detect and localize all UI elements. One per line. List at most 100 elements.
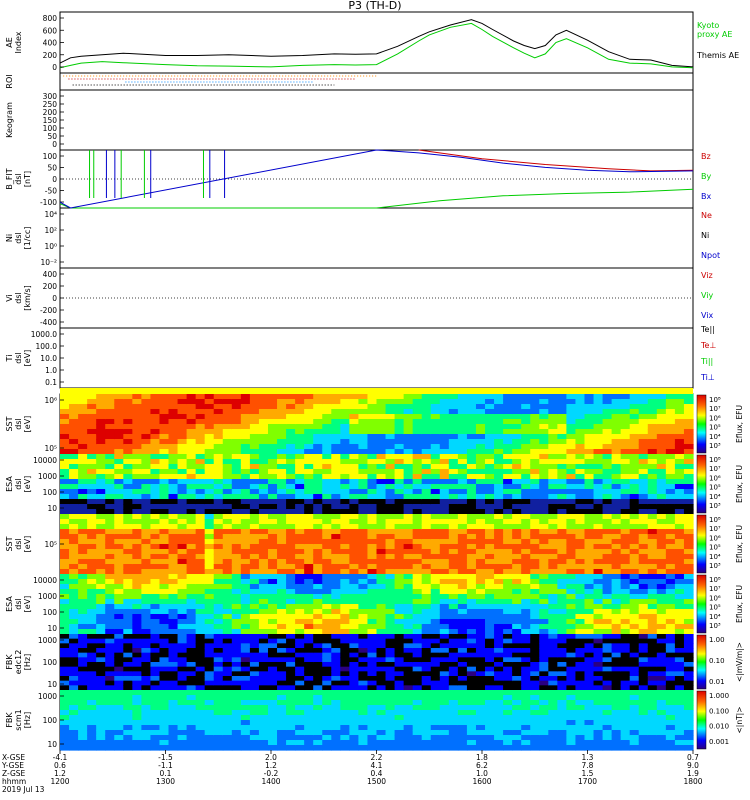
spectrogram-5-cell xyxy=(222,740,233,746)
spectrogram-0-cell xyxy=(620,444,631,450)
spectrogram-2-cell xyxy=(593,534,604,540)
spectrogram-3-cell xyxy=(340,614,350,620)
spectrogram-3-cell xyxy=(60,594,70,600)
spec2-tick: 10⁵ xyxy=(44,540,57,549)
spectrogram-5-cell xyxy=(249,735,260,741)
spectrogram-3-cell xyxy=(466,579,477,585)
spectrogram-3-cell xyxy=(584,599,595,605)
spectrogram-4-cell xyxy=(647,662,658,668)
spectrogram-4-cell xyxy=(96,652,106,658)
spectrogram-1-cell xyxy=(620,469,631,475)
spectrogram-5-cell xyxy=(394,740,405,746)
spectrogram-2-cell xyxy=(457,514,468,520)
spectrogram-1-cell xyxy=(412,504,423,510)
ae-tick: 0 xyxy=(52,63,57,72)
spectrogram-4-cell xyxy=(141,680,152,686)
spectrogram-1-cell xyxy=(222,489,233,495)
spectrogram-3-cell xyxy=(331,609,341,615)
spectrogram-4-cell xyxy=(222,676,233,682)
spectrogram-4-cell xyxy=(186,676,197,682)
spectrogram-0-cell xyxy=(114,424,124,430)
spectrogram-5-cell xyxy=(195,740,206,746)
spectrogram-0-cell xyxy=(150,449,161,455)
spectrogram-1-cell xyxy=(231,484,242,490)
spectrogram-3-cell xyxy=(105,604,115,610)
spectrogram-4-cell xyxy=(132,634,142,640)
spectrogram-0-cell xyxy=(96,439,106,445)
spectrogram-0-cell xyxy=(213,399,224,405)
spectrogram-1-cell xyxy=(186,469,197,475)
spectrogram-4-cell xyxy=(349,657,360,663)
spectrogram-5-cell xyxy=(349,730,360,736)
spectrogram-1-cell xyxy=(584,499,595,505)
spectrogram-0-cell xyxy=(647,404,658,410)
spectrogram-0-cell xyxy=(204,429,215,435)
spec1-label: ESA xyxy=(5,476,14,492)
spectrogram-3-cell xyxy=(222,579,233,585)
spectrogram-1-cell xyxy=(204,474,215,480)
spectrogram-3-cell xyxy=(620,589,631,595)
spectrogram-2-cell xyxy=(457,519,468,525)
spectrogram-1-cell xyxy=(548,454,558,460)
spectrogram-2-cell xyxy=(96,514,106,520)
spectrogram-5-cell xyxy=(69,715,79,721)
spectrogram-3-cell xyxy=(430,619,441,625)
spectrogram-4-cell xyxy=(575,652,586,658)
spectrogram-1-cell xyxy=(231,489,242,495)
spectrogram-1-cell xyxy=(159,509,170,515)
spectrogram-0-cell xyxy=(448,439,459,445)
spectrogram-0-cell xyxy=(394,434,405,440)
spectrogram-2-cell xyxy=(322,539,332,545)
spectrogram-4-cell xyxy=(96,685,106,691)
spectrogram-0-cell xyxy=(611,404,622,410)
spectrogram-3-cell xyxy=(665,624,676,630)
spectrogram-4-cell xyxy=(69,676,79,682)
spectrogram-3-cell xyxy=(403,609,414,615)
spectrogram-0-cell xyxy=(123,424,133,430)
spectrogram-2-cell xyxy=(186,564,197,570)
spectrogram-3-cell xyxy=(530,614,540,620)
spectrogram-0-cell xyxy=(141,449,152,455)
spectrogram-5-cell xyxy=(421,705,432,711)
spectrogram-1-cell xyxy=(629,479,640,485)
spectrogram-5-cell xyxy=(376,745,387,751)
spectrogram-0-cell xyxy=(466,404,477,410)
spectrogram-2-cell xyxy=(69,529,79,535)
spectrogram-2-cell xyxy=(114,554,124,560)
spectrogram-4-cell xyxy=(367,666,378,672)
spectrogram-3-cell xyxy=(78,574,88,580)
spectrogram-5-cell xyxy=(376,695,387,701)
spectrogram-5-cell xyxy=(150,745,161,751)
spectrogram-1-cell xyxy=(340,499,350,505)
spectrogram-4-cell xyxy=(60,643,70,649)
spectrogram-3-cell xyxy=(213,629,224,635)
spectrogram-4-cell xyxy=(557,680,567,686)
spectrogram-5-cell xyxy=(204,690,215,696)
spectrogram-4-cell xyxy=(457,680,468,686)
spectrogram-5-cell xyxy=(376,710,387,716)
spectrogram-2-cell xyxy=(647,569,658,575)
spectrogram-4-cell xyxy=(195,676,206,682)
spectrogram-0-cell xyxy=(683,394,694,400)
spectrogram-4-cell xyxy=(430,634,441,640)
spectrogram-1-cell xyxy=(322,494,332,500)
spectrogram-3-cell xyxy=(611,599,622,605)
spectrogram-0-cell xyxy=(575,434,586,440)
spectrogram-0-cell xyxy=(503,414,513,420)
spectrogram-5-cell xyxy=(286,740,296,746)
spectrogram-4-cell xyxy=(620,676,631,682)
spectrogram-4-cell xyxy=(204,648,215,654)
colorbar-label: 10³ xyxy=(709,442,721,450)
spectrogram-3-cell xyxy=(177,599,188,605)
spectrogram-1-cell xyxy=(385,489,396,495)
spectrogram-3-cell xyxy=(240,619,251,625)
spectrogram-4-cell xyxy=(593,652,604,658)
spectrogram-0-cell xyxy=(647,394,658,400)
spectrogram-0-cell xyxy=(204,414,215,420)
spectrogram-3-cell xyxy=(656,609,667,615)
spectrogram-4-cell xyxy=(629,652,640,658)
spectrogram-4-cell xyxy=(494,634,504,640)
spectrogram-3-cell xyxy=(114,579,124,585)
spectrogram-1-cell xyxy=(557,499,567,505)
spectrogram-5-cell xyxy=(132,700,142,706)
